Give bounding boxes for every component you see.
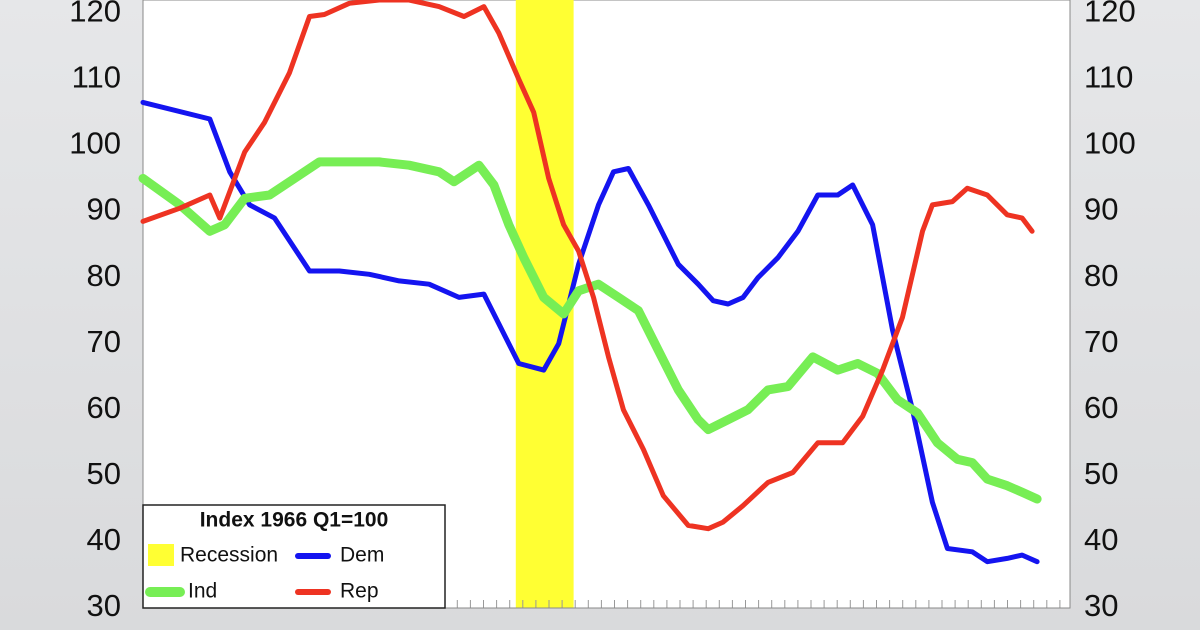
y2-tick-label: 110 xyxy=(1084,59,1133,94)
y2-tick-label: 70 xyxy=(1084,324,1118,359)
legend-title: Index 1966 Q1=100 xyxy=(200,509,389,532)
y2-tick-label: 60 xyxy=(1084,390,1118,425)
series-line xyxy=(140,0,1035,532)
y2-tick-label: 90 xyxy=(1084,192,1118,227)
y-tick-label: 80 xyxy=(87,258,121,293)
y-tick-label: 110 xyxy=(72,59,121,94)
y2-tick-label: 80 xyxy=(1084,258,1118,293)
legend-box xyxy=(142,504,446,609)
series-line xyxy=(140,99,1040,565)
y-tick-label: 50 xyxy=(87,456,121,491)
legend-label: Dem xyxy=(340,544,384,567)
legend-label: Rep xyxy=(340,580,379,603)
y-tick-label: 90 xyxy=(87,192,121,227)
y-tick-label: 100 xyxy=(69,126,121,161)
y2-tick-label: 100 xyxy=(1084,126,1136,161)
legend-label: Recession xyxy=(180,544,278,567)
y2-tick-label: 50 xyxy=(1084,456,1118,491)
series-line xyxy=(138,157,1042,504)
legend-swatch xyxy=(148,544,174,566)
y2-tick-label: 30 xyxy=(1084,588,1118,623)
y-tick-label: 40 xyxy=(87,522,121,557)
legend-label: Ind xyxy=(188,580,217,603)
y-tick-label: 60 xyxy=(87,390,121,425)
legend: Index 1966 Q1=100 Recession Dem Ind Rep xyxy=(142,504,446,609)
y2-tick-label: 40 xyxy=(1084,522,1118,557)
y-tick-label: 120 xyxy=(69,0,121,28)
y-tick-label: 70 xyxy=(87,324,121,359)
y2-tick-label: 120 xyxy=(1084,0,1136,28)
y-tick-label: 30 xyxy=(87,588,121,623)
